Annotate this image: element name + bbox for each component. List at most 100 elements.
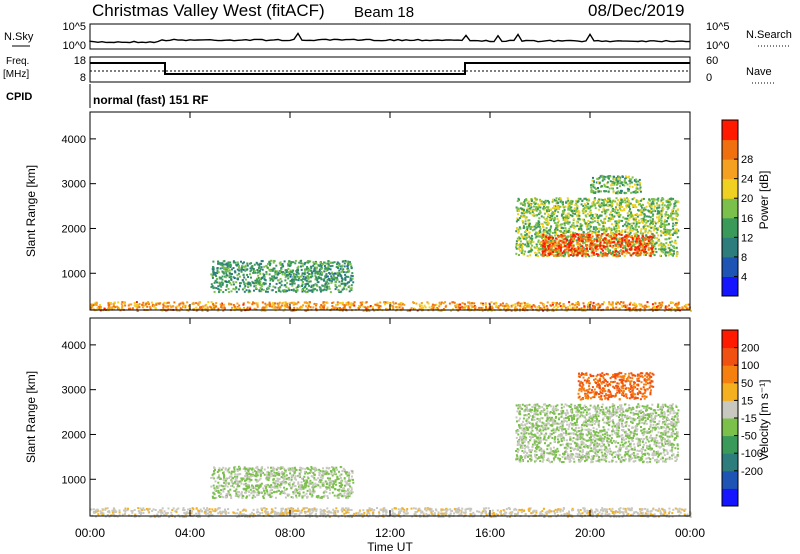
heatmap-cell bbox=[420, 304, 423, 307]
heatmap-cell bbox=[184, 306, 187, 309]
heatmap-cell bbox=[505, 304, 507, 307]
heatmap-cell bbox=[312, 288, 315, 291]
heatmap-cell bbox=[607, 233, 610, 235]
heatmap-cell bbox=[291, 281, 294, 284]
heatmap-cell bbox=[235, 290, 238, 293]
heatmap-cell bbox=[346, 508, 349, 511]
heatmap-cell bbox=[239, 308, 242, 311]
heatmap-cell bbox=[303, 263, 306, 266]
heatmap-cell bbox=[600, 234, 603, 237]
heatmap-cell bbox=[574, 235, 577, 238]
heatmap-cell bbox=[279, 263, 282, 266]
heatmap-cell bbox=[644, 237, 647, 240]
heatmap-cell bbox=[358, 509, 361, 512]
heatmap-cell bbox=[606, 201, 609, 204]
heatmap-cell bbox=[108, 305, 111, 308]
heatmap-cell bbox=[631, 214, 634, 217]
heatmap-cell bbox=[562, 212, 565, 215]
heatmap-cell bbox=[610, 235, 613, 238]
heatmap-cell bbox=[297, 272, 300, 275]
heatmap-cell bbox=[305, 305, 308, 308]
heatmap-cell bbox=[572, 212, 575, 215]
heatmap-cell bbox=[521, 249, 524, 252]
heatmap-cell bbox=[623, 181, 626, 184]
heatmap-cell bbox=[337, 289, 340, 291]
heatmap-cell bbox=[338, 284, 341, 287]
heatmap-cell bbox=[600, 237, 602, 239]
heatmap-cell bbox=[227, 287, 230, 290]
heatmap-cell bbox=[259, 268, 262, 271]
heatmap-cell bbox=[547, 201, 550, 204]
heatmap-cell bbox=[224, 513, 227, 515]
heatmap-cell bbox=[232, 283, 235, 286]
heatmap-cell bbox=[645, 245, 648, 248]
heatmap-cell bbox=[341, 288, 344, 291]
heatmap-cell bbox=[226, 270, 229, 273]
heatmap-cell bbox=[567, 203, 570, 206]
heatmap-cell bbox=[622, 200, 625, 203]
heatmap-cell bbox=[332, 306, 335, 309]
heatmap-cell bbox=[294, 302, 297, 305]
heatmap-cell bbox=[516, 200, 519, 203]
heatmap-cell bbox=[456, 509, 459, 512]
heatmap-cell bbox=[277, 279, 280, 282]
heatmap-cell bbox=[531, 244, 534, 247]
heatmap-cell bbox=[671, 225, 674, 228]
heatmap-cell bbox=[675, 242, 678, 245]
heatmap-cell bbox=[238, 514, 240, 517]
heatmap-cell bbox=[675, 304, 678, 307]
heatmap-cell bbox=[330, 275, 333, 278]
heatmap-cell bbox=[616, 214, 619, 217]
heatmap-cell bbox=[438, 305, 441, 308]
heatmap-cell bbox=[442, 302, 445, 305]
heatmap-cell bbox=[632, 307, 635, 310]
heatmap-cell bbox=[626, 241, 629, 244]
heatmap-cell bbox=[599, 206, 602, 209]
heatmap-cell bbox=[362, 305, 365, 308]
heatmap-cell bbox=[404, 512, 407, 515]
heatmap-cell bbox=[585, 225, 588, 228]
heatmap-cell bbox=[632, 237, 635, 240]
heatmap-cell bbox=[324, 280, 327, 283]
heatmap-cell bbox=[640, 206, 643, 209]
heatmap-cell bbox=[650, 202, 653, 205]
heatmap-cell bbox=[586, 213, 589, 215]
heatmap-cell bbox=[158, 302, 161, 305]
heatmap-cell bbox=[561, 223, 564, 226]
heatmap-cell bbox=[301, 262, 304, 265]
heatmap-cell bbox=[662, 198, 665, 201]
heatmap-cell bbox=[605, 190, 608, 193]
heatmap-cell bbox=[292, 301, 295, 304]
heatmap-cell bbox=[588, 235, 591, 238]
heatmap-cell bbox=[298, 261, 301, 264]
heatmap-cell bbox=[311, 272, 314, 275]
heatmap-cell bbox=[642, 240, 645, 243]
heatmap-cell bbox=[600, 248, 603, 251]
heatmap-cell bbox=[535, 207, 537, 210]
heatmap-cell bbox=[642, 208, 645, 211]
heatmap-cell bbox=[325, 281, 328, 284]
heatmap-cell bbox=[625, 249, 628, 252]
heatmap-cell bbox=[480, 306, 483, 309]
heatmap-cell bbox=[616, 223, 619, 226]
heatmap-cell bbox=[550, 304, 553, 307]
heatmap-cell bbox=[524, 307, 527, 310]
heatmap-cell bbox=[553, 205, 556, 208]
heatmap-cell bbox=[347, 275, 350, 278]
heatmap-cell bbox=[478, 306, 481, 309]
heatmap-cell bbox=[627, 200, 630, 203]
heatmap-cell bbox=[578, 242, 581, 245]
heatmap-cell bbox=[655, 202, 658, 205]
heatmap-cell bbox=[540, 245, 543, 248]
heatmap-cell bbox=[674, 202, 677, 205]
heatmap-cell bbox=[221, 270, 224, 273]
heatmap-cell bbox=[260, 262, 263, 265]
heatmap-cell bbox=[444, 301, 447, 304]
heatmap-cell bbox=[114, 306, 117, 309]
heatmap-cell bbox=[468, 309, 471, 312]
heatmap-cell bbox=[529, 203, 532, 206]
heatmap-cell bbox=[295, 286, 298, 289]
heatmap-cell bbox=[559, 205, 562, 208]
heatmap-cell bbox=[564, 306, 567, 309]
heatmap-cell bbox=[607, 239, 610, 242]
